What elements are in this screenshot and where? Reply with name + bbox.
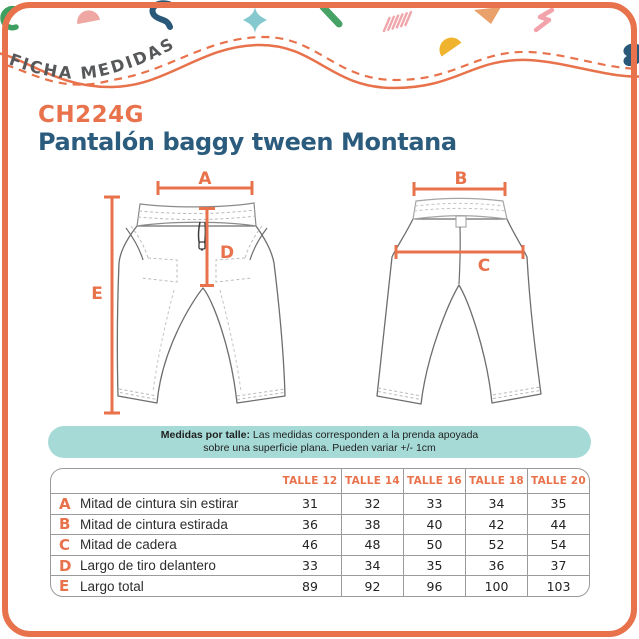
- column-header-talle-18: TALLE 18: [465, 469, 527, 493]
- column-header-talle-12: TALLE 12: [282, 475, 338, 487]
- wavy-line-solid: [0, 43, 639, 90]
- cell-value: 52: [465, 535, 527, 555]
- row-label: Mitad de cintura sin estirar: [80, 496, 239, 512]
- measure-label-a: A: [198, 169, 212, 189]
- cell-value: 35: [527, 494, 589, 514]
- cell-value: 54: [527, 535, 589, 555]
- note-text: Las medidas corresponden a la prenda apo…: [250, 429, 479, 441]
- measure-label-c: C: [478, 256, 490, 276]
- cell-value: 35: [403, 555, 465, 576]
- row-letter: C: [59, 535, 71, 554]
- table-row: A Mitad de cintura sin estirar 31 32 33 …: [51, 493, 589, 514]
- table-row: D Largo de tiro delantero 33 34 35 36 37: [51, 554, 589, 576]
- table-row: C Mitad de cadera 46 48 50 52 54: [51, 534, 589, 555]
- cell-value: 36: [465, 555, 527, 576]
- pants-back-drawing: [376, 197, 542, 405]
- confetti-pink-bolt-icon: [533, 7, 555, 33]
- table-row: E Largo total 89 92 96 100 103: [51, 575, 589, 596]
- confetti-pink-hatch-icon: [382, 10, 413, 33]
- measure-line-b: [412, 182, 507, 196]
- size-table: TALLE 12 TALLE 14 TALLE 16 TALLE 18 TALL…: [50, 468, 590, 597]
- cell-value: 33: [302, 558, 318, 574]
- cell-value: 50: [403, 535, 465, 555]
- cell-value: 100: [465, 576, 527, 596]
- cell-value: 37: [527, 555, 589, 576]
- cell-value: 31: [302, 496, 318, 512]
- row-label: Mitad de cintura estirada: [80, 516, 228, 532]
- row-label: Mitad de cadera: [80, 537, 177, 553]
- measure-line-c: [394, 245, 525, 259]
- product-name: Pantalón baggy tween Montana: [38, 128, 457, 156]
- confetti-orange-triangle-icon: [474, 7, 501, 24]
- cell-value: 34: [465, 494, 527, 514]
- cell-value: 46: [302, 537, 318, 553]
- note-title: Medidas por talle:: [160, 429, 250, 441]
- confetti-yellow-semicircle-icon: [439, 37, 462, 57]
- measurement-note: Medidas por talle: Las medidas correspon…: [48, 426, 591, 458]
- measure-line-e: [104, 195, 120, 415]
- row-letter: A: [59, 494, 71, 513]
- cell-value: 103: [527, 576, 589, 596]
- measure-label-e: E: [91, 284, 103, 304]
- cell-value: 36: [302, 516, 318, 532]
- column-header-talle-14: TALLE 14: [341, 469, 403, 493]
- confetti-pink-semicircle-icon: [77, 10, 101, 25]
- note-line-2: sobre una superficie plana. Pueden varia…: [203, 442, 436, 454]
- cell-value: 32: [341, 494, 403, 514]
- cell-value: 33: [403, 494, 465, 514]
- confetti-teal-sparkle-icon: [243, 7, 267, 33]
- product-code: CH224G: [38, 102, 145, 128]
- header-spacer: [51, 469, 279, 493]
- cell-value: 89: [302, 578, 318, 594]
- cell-value: 38: [341, 514, 403, 535]
- row-letter: B: [59, 515, 71, 534]
- cell-value: 42: [465, 514, 527, 535]
- table-header-row: TALLE 12 TALLE 14 TALLE 16 TALLE 18 TALL…: [51, 469, 589, 493]
- row-letter: D: [59, 556, 72, 575]
- cell-value: 44: [527, 514, 589, 535]
- measure-line-a: [156, 181, 254, 195]
- pants-front-drawing: [116, 202, 286, 404]
- measure-label-b: B: [455, 169, 468, 189]
- decorative-header: FICHA MEDIDAS: [0, 0, 639, 90]
- row-label: Largo de tiro delantero: [80, 558, 216, 574]
- row-label: Largo total: [80, 578, 144, 594]
- wavy-line-dashed: [0, 35, 639, 86]
- cell-value: 48: [341, 535, 403, 555]
- cell-value: 34: [341, 555, 403, 576]
- note-line-1: Medidas por talle: Las medidas correspon…: [48, 429, 591, 442]
- measure-line-d: [199, 207, 215, 287]
- column-header-talle-16: TALLE 16: [403, 469, 465, 493]
- table-row: B Mitad de cintura estirada 36 38 40 42 …: [51, 513, 589, 535]
- confetti-green-dash-icon: [319, 3, 343, 28]
- measure-label-d: D: [220, 243, 234, 263]
- cell-value: 40: [403, 514, 465, 535]
- cell-value: 92: [341, 576, 403, 596]
- row-letter: E: [59, 577, 70, 596]
- title-block: CH224G Pantalón baggy tween Montana: [38, 102, 457, 157]
- cell-value: 96: [403, 576, 465, 596]
- column-header-talle-20: TALLE 20: [527, 469, 589, 493]
